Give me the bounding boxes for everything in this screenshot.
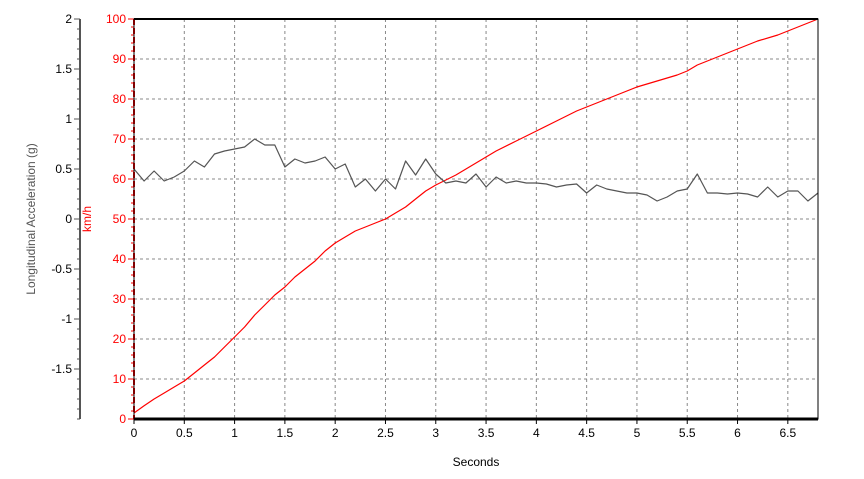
y-right-tick-label: 20 (113, 332, 127, 346)
y-left-tick-label: -0.5 (51, 262, 72, 276)
y-right-tick-label: 0 (119, 412, 126, 426)
x-tick-label: 3.5 (478, 426, 495, 440)
y-left-tick-label: -1.5 (51, 362, 72, 376)
y-right-tick-label: 80 (113, 92, 127, 106)
acceleration-series-line (133, 138, 819, 202)
y-right-tick-label: 40 (113, 252, 127, 266)
x-tick-label: 4 (533, 426, 540, 440)
y-right-tick-label: 90 (113, 52, 127, 66)
axes: 0 0.5 1 1.5 2 2.5 3 3.5 4 4.5 5 5.5 6 6.5 2 1.5 1 0.5 0 -0.… (51, 12, 796, 440)
x-tick-label: 2 (332, 426, 339, 440)
y-right-tick-label: 100 (106, 12, 126, 26)
x-tick-label: 0.5 (176, 426, 193, 440)
gridlines (134, 19, 818, 419)
y-left-tick-label: 1.5 (55, 62, 72, 76)
y-right-tick-label: 70 (113, 132, 127, 146)
y-left-tick-label: -1 (61, 312, 72, 326)
x-tick-label: 1.5 (277, 426, 294, 440)
x-tick-label: 1 (231, 426, 238, 440)
y-left-tick-label: 2 (65, 12, 72, 26)
x-tick-label: 5.5 (679, 426, 696, 440)
y-right-tick-label: 30 (113, 292, 127, 306)
y-right-tick-label: 10 (113, 372, 127, 386)
x-tick-label: 6.5 (779, 426, 796, 440)
x-tick-label: 4.5 (578, 426, 595, 440)
y-left-tick-label: 0 (65, 212, 72, 226)
y-right-tick-label: 60 (113, 172, 127, 186)
x-tick-label: 5 (634, 426, 641, 440)
x-tick-label: 6 (734, 426, 741, 440)
x-tick-label: 3 (432, 426, 439, 440)
y-right-tick-label: 50 (113, 212, 127, 226)
x-tick-label: 2.5 (377, 426, 394, 440)
y-left-tick-label: 0.5 (55, 162, 72, 176)
speed-series-line (133, 18, 819, 414)
x-axis-title: Seconds (453, 455, 500, 469)
series-lines (133, 18, 819, 414)
x-tick-label: 0 (131, 426, 138, 440)
y-axis-right-title: km/h (80, 206, 94, 232)
y-axis-left-title: Longitudinal Acceleration (g) (24, 143, 38, 294)
y-left-tick-label: 1 (65, 112, 72, 126)
